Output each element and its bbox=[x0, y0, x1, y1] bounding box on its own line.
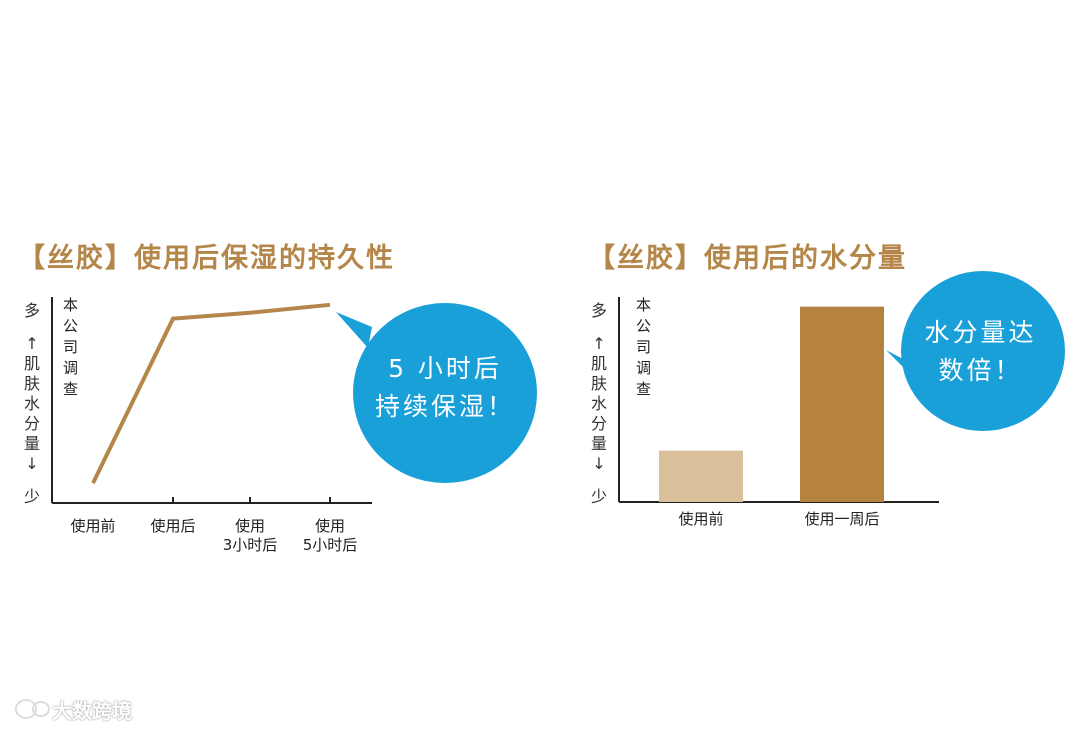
line-x-tick-label: 使用后 bbox=[150, 517, 196, 535]
watermark-text: 大数跨境 bbox=[52, 699, 132, 723]
y-axis-char: 肌 bbox=[23, 354, 40, 373]
bar-x-tick-label: 使用一周后 bbox=[804, 510, 880, 528]
y-axis-char: ↑ bbox=[592, 334, 606, 353]
y-axis-char: ↓ bbox=[25, 454, 39, 473]
bar-1 bbox=[659, 450, 743, 502]
bar-y-top-label: 多 bbox=[591, 301, 608, 320]
y-axis-char: 肤 bbox=[23, 374, 40, 393]
bar-chart-title: 【丝胶】使用后的水分量 bbox=[588, 243, 907, 274]
watermark-logo-icon bbox=[15, 699, 50, 719]
bar-x-tick-label: 使用前 bbox=[678, 510, 724, 528]
bar-y-bottom-label: 少 bbox=[591, 487, 608, 506]
line-chart-title: 【丝胶】使用后保湿的持久性 bbox=[18, 243, 395, 274]
bar-callout-text: 水分量达 数倍！ bbox=[924, 318, 1037, 385]
bar-2 bbox=[800, 306, 884, 502]
y-axis-char: 量 bbox=[23, 434, 40, 453]
y-axis-char: ↓ bbox=[592, 454, 606, 473]
y-axis-char: 水 bbox=[23, 394, 40, 413]
line-source-note: 本公司调查 bbox=[63, 296, 79, 398]
line-x-tick-label: 使用 5小时后 bbox=[302, 517, 358, 554]
y-axis-char: 水 bbox=[590, 394, 607, 413]
y-axis-char: ↑ bbox=[25, 334, 39, 353]
line-y-axis-label: ↑ 肌肤水分量 ↓ bbox=[22, 334, 42, 474]
y-axis-char: 量 bbox=[590, 434, 607, 453]
bar-callout-bubble bbox=[901, 271, 1065, 431]
line-x-tick-label: 使用 3小时后 bbox=[222, 517, 278, 554]
y-axis-char: 肤 bbox=[590, 374, 607, 393]
line-callout-pointer bbox=[336, 312, 372, 348]
line-y-top-label: 多 bbox=[24, 301, 41, 320]
y-axis-char: 分 bbox=[590, 414, 607, 433]
line-series-1 bbox=[91, 302, 331, 485]
line-x-tick-label: 使用前 bbox=[70, 517, 116, 535]
line-callout-bubble bbox=[353, 303, 537, 483]
bar-y-axis-label: ↑ 肌肤水分量 ↓ bbox=[589, 334, 609, 474]
y-axis-char: 分 bbox=[23, 414, 40, 433]
line-callout-text: 5 小时后 持续保湿！ bbox=[374, 354, 515, 421]
line-y-bottom-label: 少 bbox=[24, 487, 41, 506]
y-axis-char: 肌 bbox=[590, 354, 607, 373]
bar-source-note: 本公司调查 bbox=[636, 296, 652, 398]
